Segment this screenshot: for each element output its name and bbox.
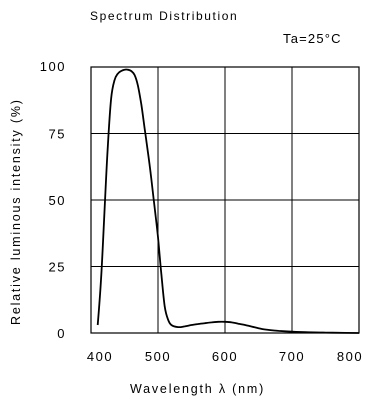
x-axis-label: Wavelength λ (nm) bbox=[130, 382, 265, 396]
x-tick-label-700: 700 bbox=[279, 349, 305, 364]
y-tick-label-50: 50 bbox=[49, 193, 66, 208]
y-tick-label-100: 100 bbox=[40, 59, 66, 74]
y-axis-label: Relative luminous intensity (%) bbox=[9, 98, 23, 325]
x-tick-label-500: 500 bbox=[145, 349, 171, 364]
y-tick-label-75: 75 bbox=[49, 127, 66, 142]
x-tick-labels: 400 500 600 700 800 bbox=[87, 349, 363, 364]
chart-title: Spectrum Distribution bbox=[90, 9, 238, 23]
x-tick-label-800: 800 bbox=[337, 349, 363, 364]
plot-frame bbox=[90, 66, 360, 334]
y-tick-labels: 0 25 50 75 100 bbox=[40, 59, 66, 341]
grid-lines bbox=[91, 67, 359, 333]
x-tick-label-600: 600 bbox=[212, 349, 238, 364]
x-tick-label-400: 400 bbox=[87, 349, 113, 364]
y-tick-label-25: 25 bbox=[49, 260, 66, 275]
y-tick-label-0: 0 bbox=[57, 326, 66, 341]
spectrum-series-line bbox=[96, 68, 360, 334]
chart-condition: Ta=25°C bbox=[283, 31, 342, 46]
